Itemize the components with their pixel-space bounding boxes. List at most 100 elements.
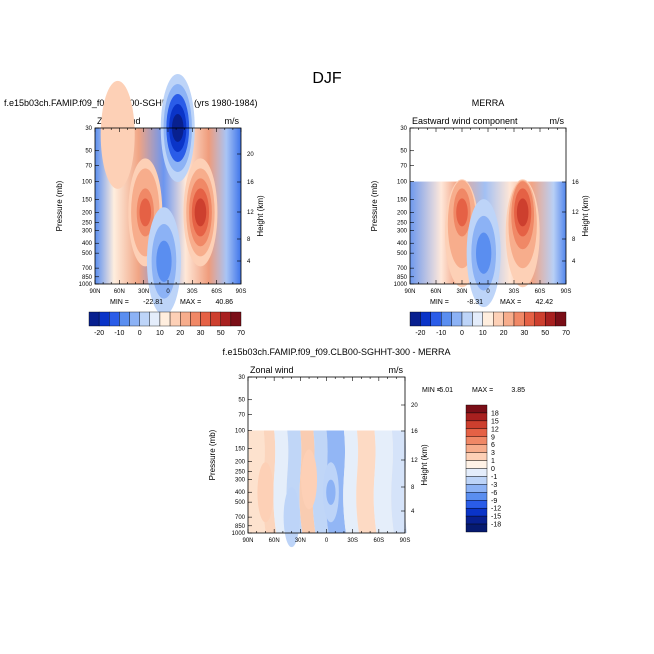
pressure-tick-label: 500 <box>235 500 246 506</box>
colorbar-swatch <box>220 311 232 327</box>
colorbar-swatch <box>465 452 488 461</box>
lat-tick-label: 30S <box>509 289 520 295</box>
colorbar-label: 50 <box>541 330 549 337</box>
pressure-tick-label: 300 <box>235 477 246 483</box>
pressure-tick-label: 700 <box>397 266 408 272</box>
lat-tick-label: 0 <box>166 289 170 295</box>
pressure-tick-label: 250 <box>235 469 246 475</box>
colorbar-swatch <box>482 311 494 327</box>
lat-tick-label: 90N <box>404 289 415 295</box>
field-min-contour <box>326 479 336 505</box>
height-tick-label: 4 <box>411 509 415 515</box>
colorbar-swatch <box>465 436 488 445</box>
colorbar-swatch <box>159 311 171 327</box>
lat-tick-label: 60S <box>211 289 222 295</box>
colorbar-label: 15 <box>491 418 499 425</box>
height-tick-label: 16 <box>411 429 418 435</box>
colorbar-swatch <box>441 311 452 327</box>
max-value: 40.86 <box>215 299 233 306</box>
pressure-tick-label: 70 <box>238 413 245 419</box>
colorbar-swatch <box>465 468 488 477</box>
lat-tick-label: 60N <box>430 289 441 295</box>
colorbar-swatch <box>190 311 201 327</box>
colorbar-label: 30 <box>521 330 529 337</box>
ylabel: Pressure (mb) <box>208 429 217 480</box>
colorbar-label: -15 <box>491 514 501 521</box>
min-label: MIN = <box>430 299 449 306</box>
colorbar-swatch <box>210 311 221 327</box>
pressure-tick-label: 300 <box>397 228 408 234</box>
pressure-tick-label: 400 <box>235 490 246 496</box>
field-min-contour <box>156 240 172 282</box>
height-tick-label: 8 <box>247 237 251 243</box>
colorbar-swatch <box>109 311 120 327</box>
height-tick-label: 20 <box>247 152 254 158</box>
lat-tick-label: 60S <box>373 538 384 544</box>
colorbar-swatch <box>472 311 483 327</box>
lat-tick-label: 30N <box>456 289 467 295</box>
colorbar-swatch <box>169 311 181 327</box>
pressure-tick-label: 100 <box>82 180 93 186</box>
colorbar-label: 1 <box>491 458 495 465</box>
max-label: MAX = <box>180 299 201 306</box>
colorbar-label: 0 <box>491 466 495 473</box>
colorbar-label: 30 <box>197 330 205 337</box>
colorbar-swatch <box>139 311 151 327</box>
diff-band <box>391 430 407 533</box>
panel-diff: f.e15b03ch.FAMIP.f09_f09.CLB00-SGHHT-300… <box>208 347 525 548</box>
lat-tick-label: 0 <box>486 289 490 295</box>
pressure-tick-label: 70 <box>85 164 92 170</box>
colorbar-label: -10 <box>436 330 446 337</box>
pressure-tick-label: 700 <box>82 266 93 272</box>
colorbar-label: 10 <box>479 330 487 337</box>
y2label: Height (km) <box>420 444 429 486</box>
min-value: -22.81 <box>143 299 163 306</box>
lat-tick-label: 90S <box>400 538 411 544</box>
min-value: -8.31 <box>467 299 483 306</box>
ylabel: Pressure (mb) <box>370 180 379 231</box>
colorbar-label: -6 <box>491 490 497 497</box>
colorbar-label: 9 <box>491 434 495 441</box>
pressure-tick-label: 400 <box>397 241 408 247</box>
pressure-tick-label: 70 <box>400 164 407 170</box>
colorbar-swatch <box>465 507 488 517</box>
pressure-tick-label: 850 <box>82 275 93 281</box>
colorbar-swatch <box>493 311 504 327</box>
max-label: MAX = <box>472 387 493 394</box>
lat-tick-label: 30S <box>187 289 198 295</box>
colorbar-swatch <box>465 420 488 430</box>
pressure-tick-label: 200 <box>82 210 93 216</box>
colorbar-label: 10 <box>156 330 164 337</box>
lat-tick-label: 60N <box>269 538 280 544</box>
height-tick-label: 12 <box>247 210 254 216</box>
pressure-tick-label: 700 <box>235 515 246 521</box>
min-label: MIN = <box>110 299 129 306</box>
height-tick-label: 8 <box>411 485 415 491</box>
pressure-tick-label: 30 <box>400 126 407 132</box>
diff-band <box>373 430 394 533</box>
y2label: Height (km) <box>256 195 265 237</box>
lat-tick-label: 60N <box>114 289 125 295</box>
pressure-tick-label: 500 <box>397 251 408 257</box>
units-label: m/s <box>225 116 240 126</box>
colorbar-swatch <box>465 428 488 437</box>
colorbar-swatch <box>98 311 110 327</box>
pressure-tick-label: 150 <box>235 447 246 453</box>
colorbar-label: -20 <box>415 330 425 337</box>
colorbar-swatch <box>465 500 488 509</box>
min-value: -5.01 <box>437 387 453 394</box>
pressure-tick-label: 50 <box>238 398 245 404</box>
field-max-contour <box>456 198 468 227</box>
units-label: m/s <box>389 365 404 375</box>
max-value: 42.42 <box>535 299 553 306</box>
lat-tick-label: 90S <box>236 289 247 295</box>
pressure-tick-label: 30 <box>85 126 92 132</box>
colorbar-swatch <box>451 311 463 327</box>
colorbar-swatch <box>88 311 100 327</box>
pressure-tick-label: 150 <box>82 198 93 204</box>
pressure-tick-label: 850 <box>235 524 246 530</box>
colorbar-swatch <box>465 523 488 533</box>
field-max-contour <box>303 462 315 497</box>
colorbar-label: -12 <box>491 506 501 513</box>
